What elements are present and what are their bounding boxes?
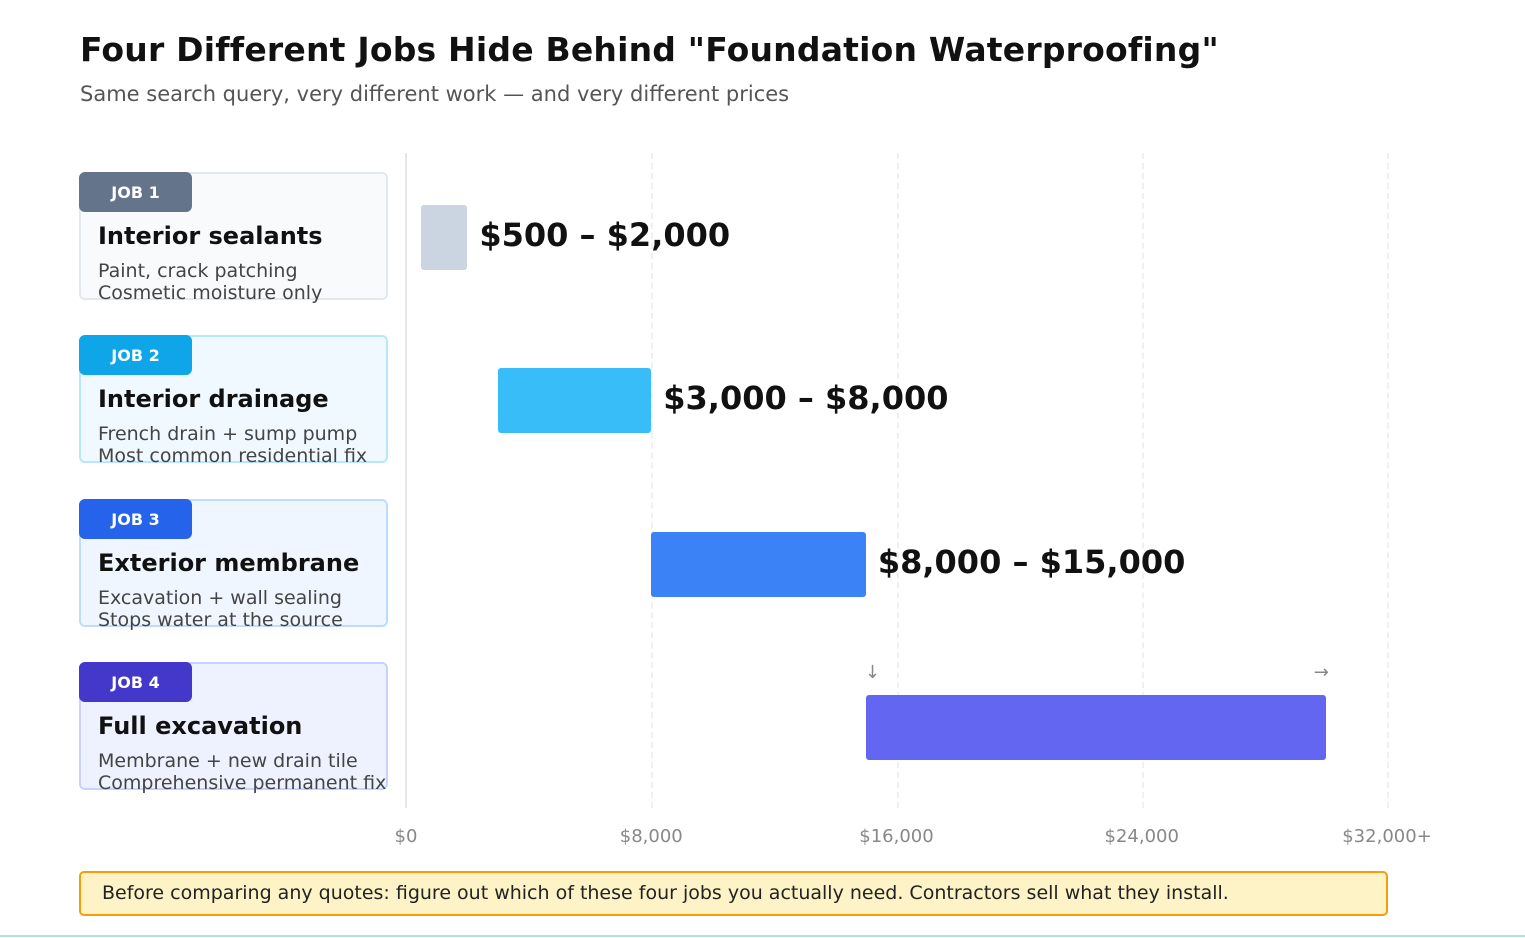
job-badge: JOB 3 <box>79 499 192 539</box>
x-tick-label: $0 <box>394 826 418 847</box>
job-card: JOB 1 Interior sealants Paint, crack patch… <box>79 172 388 304</box>
job-description: Paint, crack patching <box>98 260 298 282</box>
range-bar <box>865 695 1326 760</box>
job-card: JOB 3 Exterior membrane Excavation + wall … <box>79 499 388 631</box>
bar-value-label: $3,000 – $8,000 <box>663 379 949 417</box>
range-bar <box>651 532 866 597</box>
bar-value-label: $8,000 – $15,000 <box>877 543 1186 581</box>
divider <box>0 935 1525 937</box>
gridline <box>1387 153 1389 808</box>
job-description: Stops water at the source <box>98 609 343 631</box>
job-description: Membrane + new drain tile <box>98 750 358 772</box>
job-name: Interior drainage <box>98 385 329 413</box>
job-description: French drain + sump pump <box>98 423 358 445</box>
gridline <box>651 153 654 808</box>
job-description: Comprehensive permanent fix <box>98 772 387 794</box>
job-description: Excavation + wall sealing <box>98 587 342 609</box>
callout-note: Before comparing any quotes: figure out … <box>79 871 1388 916</box>
job-card: JOB 4 Full excavation Membrane + new drain… <box>79 662 388 794</box>
job-name: Interior sealants <box>98 222 323 250</box>
gridline <box>896 153 899 808</box>
x-tick-label: $16,000 <box>859 826 934 847</box>
range-bar <box>421 205 468 270</box>
chart-title: Four Different Jobs Hide Behind "Foundat… <box>80 30 1219 69</box>
arrow-down-icon: ↓ <box>864 662 880 683</box>
chart-subtitle: Same search query, very different work —… <box>80 82 790 106</box>
bar-value-label: $500 – $2,000 <box>479 216 731 254</box>
range-bar <box>497 368 652 433</box>
job-name: Exterior membrane <box>98 549 360 577</box>
job-badge: JOB 1 <box>79 172 192 212</box>
x-tick-label: $32,000+ <box>1342 826 1432 847</box>
arrow-right-icon: → <box>1313 662 1329 683</box>
job-name: Full excavation <box>98 712 303 740</box>
job-badge: JOB 2 <box>79 335 192 375</box>
job-badge: JOB 4 <box>79 662 192 702</box>
x-tick-label: $24,000 <box>1104 826 1179 847</box>
x-tick-label: $8,000 <box>619 826 683 847</box>
y-axis-line <box>405 153 407 808</box>
job-description: Most common residential fix <box>98 445 368 467</box>
gridline <box>1141 153 1144 808</box>
job-description: Cosmetic moisture only <box>98 282 323 304</box>
job-card: JOB 2 Interior drainage French drain + sum… <box>79 335 388 467</box>
